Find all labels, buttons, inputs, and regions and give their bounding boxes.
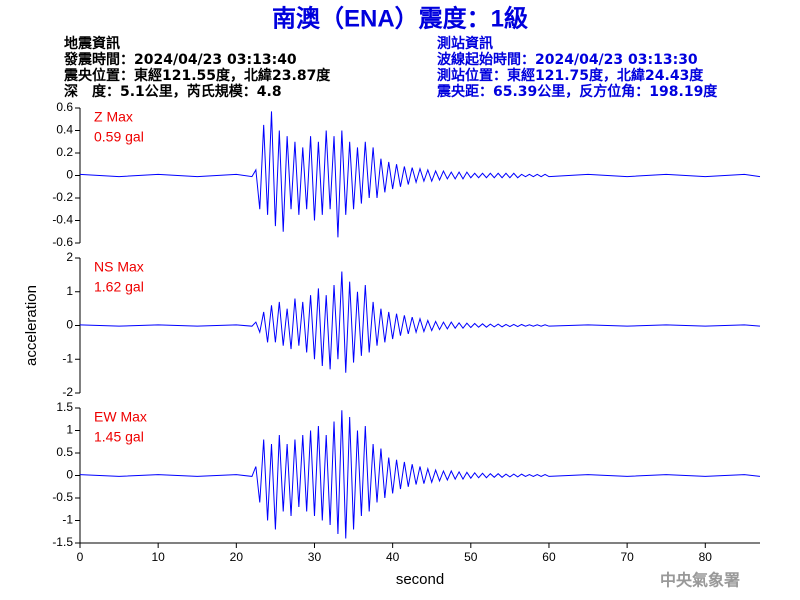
annotation: 1.62 gal: [94, 279, 144, 295]
waveform: [79, 111, 761, 238]
x-tick-label: 80: [699, 550, 713, 564]
x-tick-label: 40: [386, 550, 400, 564]
y-tick-label: -1: [62, 351, 73, 365]
y-tick-label: 0: [66, 468, 73, 482]
y-tick-label: 0: [66, 168, 73, 182]
info-line: 測站資訊: [437, 35, 493, 52]
waveform: [79, 410, 761, 539]
y-tick-label: 0.5: [56, 445, 73, 459]
y-tick-label: -2: [62, 385, 73, 399]
annotation: 1.45 gal: [94, 429, 144, 445]
annotation: EW Max: [94, 409, 147, 425]
x-tick-label: 30: [308, 550, 322, 564]
waveform: [79, 271, 761, 373]
y-tick-label: 0.4: [56, 123, 73, 137]
x-tick-label: 70: [620, 550, 634, 564]
y-tick-label: -0.2: [52, 190, 73, 204]
y-tick-label: -0.4: [52, 213, 73, 227]
info-line: 波線起始時間：2024/04/23 03:13:30: [437, 51, 698, 68]
y-tick-label: 1: [66, 423, 73, 437]
info-line: 發震時間：2024/04/23 03:13:40: [63, 51, 297, 68]
x-tick-label: 60: [542, 550, 556, 564]
info-line: 震央位置：東經121.55度，北緯23.87度: [63, 67, 331, 84]
info-line: 地震資訊: [64, 35, 120, 52]
info-line: 深 度：5.1公里，芮氏規模：4.8: [64, 83, 282, 100]
annotation: Z Max: [94, 109, 133, 125]
y-tick-label: -0.5: [52, 490, 73, 504]
y-tick-label: -1.5: [52, 535, 73, 549]
y-tick-label: 0.2: [56, 145, 73, 159]
y-axis-label: acceleration: [23, 285, 40, 366]
y-tick-label: 1.5: [56, 400, 73, 414]
x-tick-label: 10: [151, 550, 165, 564]
x-tick-label: 0: [77, 550, 84, 564]
station-info: 測站資訊 波線起始時間：2024/04/23 03:13:30 測站位置：東經1…: [436, 35, 718, 100]
title: 南澳（ENA）震度：1級: [272, 4, 528, 32]
y-tick-label: 2: [66, 250, 73, 264]
y-tick-label: 1: [66, 284, 73, 298]
y-tick-label: 0: [66, 318, 73, 332]
y-tick-label: -0.6: [52, 235, 73, 249]
annotation: 0.59 gal: [94, 129, 144, 145]
info-line: 震央距：65.39公里，反方位角：198.19度: [436, 83, 718, 100]
event-info: 地震資訊 發震時間：2024/04/23 03:13:40 震央位置：東經121…: [63, 35, 331, 100]
footer: 中央氣象署: [660, 571, 740, 590]
y-tick-label: 0.6: [56, 100, 73, 114]
x-axis-label: second: [396, 571, 444, 588]
info-line: 測站位置：東經121.75度，北緯24.43度: [437, 67, 704, 84]
x-tick-label: 50: [464, 550, 478, 564]
y-tick-label: -1: [62, 513, 73, 527]
x-tick-label: 20: [230, 550, 244, 564]
annotation: NS Max: [94, 259, 144, 275]
